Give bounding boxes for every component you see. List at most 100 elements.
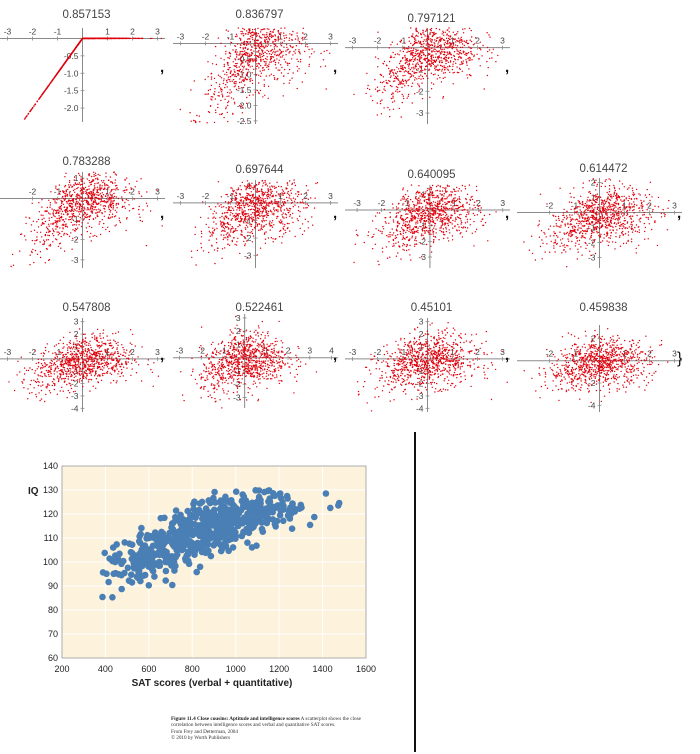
scatter-point: [251, 65, 253, 68]
scatter-point: [445, 215, 447, 217]
scatter-point: [33, 229, 36, 231]
scatter-point: [467, 57, 469, 60]
scatter-point: [432, 241, 435, 244]
scatter-point: [68, 181, 71, 184]
scatter-point: [221, 248, 224, 250]
scatter-point: [411, 102, 413, 104]
scatter-point: [371, 99, 374, 102]
scatter-point: [299, 201, 301, 203]
scatter-point: [283, 46, 285, 48]
scatter-point: [305, 185, 308, 187]
scatter-point: [311, 216, 313, 218]
scatter-point: [435, 60, 438, 62]
scatter-point: [430, 65, 432, 67]
scatter-point: [38, 98, 40, 101]
scatter-point: [213, 249, 216, 251]
scatter-point: [247, 41, 249, 43]
scatter-point: [92, 200, 95, 202]
scatter-point: [262, 200, 264, 202]
scatter-point: [425, 38, 427, 40]
scatter-point: [226, 111, 228, 114]
scatter-point: [262, 67, 264, 69]
scatter-point: [78, 172, 80, 175]
scatter-point: [255, 74, 257, 76]
scatter-point: [434, 73, 436, 75]
scatter-point: [259, 205, 261, 207]
scatter-point: [416, 220, 419, 222]
scatter-point: [225, 234, 227, 236]
scatter-point: [102, 194, 105, 196]
scatter-point: [282, 194, 284, 196]
scatter-point: [278, 32, 280, 34]
scatter-point: [267, 44, 269, 46]
scatter-point: [267, 97, 269, 100]
scatter-point: [246, 96, 248, 99]
scatter-point: [235, 83, 237, 85]
scatter-point: [80, 205, 83, 208]
scatter-point: [61, 200, 63, 203]
scatter-point: [407, 213, 409, 215]
scatter-point: [409, 244, 411, 247]
scatter-point: [295, 193, 297, 195]
scatter-point: [94, 172, 97, 174]
scatter-point: [432, 34, 434, 36]
scatter-point: [221, 206, 223, 208]
scatter-point: [241, 31, 244, 33]
scatter-point: [401, 198, 403, 200]
scatter-point: [111, 213, 114, 215]
scatter-point: [267, 41, 270, 43]
scatter-point: [417, 68, 419, 70]
scatter-point: [495, 61, 497, 63]
scatter-point: [262, 195, 264, 197]
scatter-point: [232, 227, 234, 229]
scatter-point: [90, 240, 93, 242]
scatter-point: [291, 188, 293, 190]
scatter-point: [199, 121, 201, 123]
scatter-point: [41, 236, 43, 238]
scatter-point: [410, 207, 412, 209]
scatter-point: [103, 215, 106, 217]
scatter-point: [124, 207, 127, 209]
scatter-point: [232, 189, 234, 191]
scatter-point: [258, 35, 261, 37]
scatter-point: [441, 68, 443, 71]
scatter-point: [75, 198, 78, 200]
scatter-point: [307, 46, 309, 48]
scatter-point: [423, 54, 425, 56]
scatter-point: [232, 213, 234, 215]
scatter-point: [70, 210, 73, 212]
scatter-point: [33, 105, 35, 107]
scatter-point: [77, 220, 80, 222]
scatter-point: [226, 74, 228, 76]
scatter-point: [366, 72, 368, 75]
scatter-point: [254, 60, 256, 62]
scatter-point: [398, 223, 401, 225]
scatter-point: [215, 242, 218, 244]
scatter-point: [457, 50, 459, 52]
scatter-point: [275, 50, 277, 53]
scatter-point: [277, 211, 279, 213]
scatter-point: [284, 229, 286, 231]
scatter-point: [430, 55, 432, 57]
scatter-point: [248, 59, 250, 61]
scatter-point: [110, 216, 112, 218]
scatter-point: [418, 52, 420, 54]
scatter-point: [384, 89, 386, 92]
scatter-point: [410, 60, 412, 62]
scatter-point: [254, 214, 256, 216]
scatter-point: [249, 41, 251, 44]
scatter-point: [435, 185, 438, 188]
scatter-point: [240, 189, 242, 191]
scatter-point: [432, 209, 434, 211]
scatter-point: [282, 54, 284, 57]
scatter-point: [283, 58, 285, 61]
scatter-point: [426, 229, 428, 232]
scatter-point: [389, 211, 391, 214]
scatter-point: [433, 31, 435, 34]
scatter-point: [223, 59, 225, 61]
scatter-point: [256, 217, 259, 219]
scatter-point: [71, 206, 73, 209]
scatter-point: [245, 102, 248, 105]
scatter-point: [420, 45, 422, 48]
scatter-point: [244, 43, 246, 45]
